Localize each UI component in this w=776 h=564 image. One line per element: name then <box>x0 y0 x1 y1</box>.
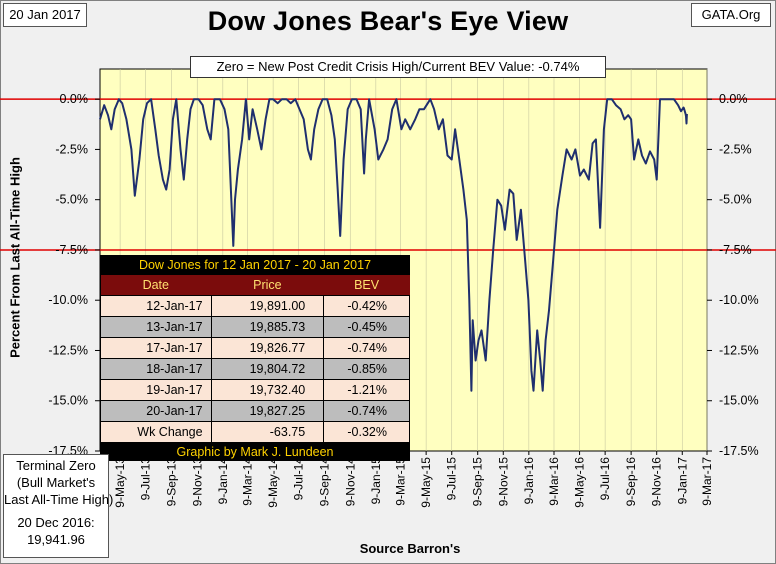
y-tick-label: 0.0% <box>719 92 748 106</box>
table-cell-bev: -1.21% <box>323 379 410 401</box>
table-cell-price: 19,826.77 <box>210 337 325 359</box>
x-tick-label: 9-Sep-13 <box>165 457 179 507</box>
table-row: 19-Jan-17 19,732.40 -1.21% <box>100 379 410 401</box>
x-tick-label: 9-Jan-16 <box>522 457 536 505</box>
x-tick-label: 9-Sep-15 <box>471 457 485 507</box>
x-tick-label: 9-Mar-15 <box>394 457 408 506</box>
table-cell-price: 19,732.40 <box>210 379 325 401</box>
y-tick-label: -15.0% <box>719 394 759 408</box>
y-tick-label: -5.0% <box>719 193 752 207</box>
table-cell-bev: -0.74% <box>323 337 410 359</box>
y-tick-label: -17.5% <box>719 444 759 458</box>
table-row: 17-Jan-17 19,826.77 -0.74% <box>100 337 410 359</box>
source-label: GATA.Org <box>691 3 771 27</box>
y-tick-label: -10.0% <box>719 293 759 307</box>
table-row: 13-Jan-17 19,885.73 -0.45% <box>100 316 410 338</box>
x-tick-label: 9-May-16 <box>573 457 587 508</box>
date-label: 20 Jan 2017 <box>3 3 87 27</box>
table-cell-price: 19,804.72 <box>210 358 325 380</box>
terminal-zero-line: 20 Dec 2016: <box>17 515 95 530</box>
y-axis-right: 0.0% -2.5% -5.0% -7.5% -10.0% -12.5% -15.0% -17… <box>707 92 759 458</box>
table-header-bev: BEV <box>323 275 410 296</box>
table-row: 12-Jan-17 19,891.00 -0.42% <box>100 295 410 317</box>
table-row-wk-change: Wk Change -63.75 -0.32% <box>100 421 410 443</box>
terminal-zero-box: Terminal Zero (Bull Market's Last All-Ti… <box>3 454 114 558</box>
x-tick-label: 9-Nov-15 <box>496 457 510 507</box>
table-cell-date: 18-Jan-17 <box>100 358 212 380</box>
x-tick-label: 9-Sep-16 <box>624 457 638 507</box>
y-tick-label: -10.0% <box>48 293 88 307</box>
table-cell-bev: -0.32% <box>323 421 410 443</box>
table-header-date: Date <box>100 275 212 296</box>
reference-lines <box>0 98 776 251</box>
x-tick-label: 9-Jul-13 <box>139 457 153 501</box>
x-tick-label: 9-Sep-14 <box>318 457 332 507</box>
y-tick-label: -7.5% <box>55 243 88 257</box>
table-cell-date: 12-Jan-17 <box>100 295 212 317</box>
y-tick-label: 0.0% <box>60 92 89 106</box>
x-tick-label: 9-Jul-15 <box>445 457 459 501</box>
y-tick-label: -2.5% <box>719 142 752 156</box>
terminal-zero-line: (Bull Market's <box>16 475 96 490</box>
table-cell-price: -63.75 <box>210 421 325 443</box>
table-cell-date: 20-Jan-17 <box>100 400 212 422</box>
x-tick-label: 9-Nov-14 <box>343 457 357 507</box>
x-tick-label: 9-Jul-14 <box>292 457 306 501</box>
y-tick-label: -5.0% <box>55 193 88 207</box>
x-tick-label: 9-Jan-14 <box>216 457 230 505</box>
table-cell-date: Wk Change <box>100 421 212 443</box>
y-tick-label: -7.5% <box>719 243 752 257</box>
x-tick-label: 9-May-14 <box>266 457 280 508</box>
terminal-zero-line: Last All-Time High) <box>4 492 114 507</box>
table-cell-price: 19,891.00 <box>210 295 325 317</box>
x-tick-label: 9-Nov-13 <box>190 457 204 507</box>
table-cell-price: 19,827.25 <box>210 400 325 422</box>
terminal-zero-line: Terminal Zero <box>16 458 96 473</box>
y-tick-label: -15.0% <box>48 394 88 408</box>
chart-title: Dow Jones Bear's Eye View <box>207 6 569 36</box>
x-tick-label: 9-Mar-17 <box>700 457 714 506</box>
y-tick-label: -12.5% <box>719 343 759 357</box>
x-axis: 9-May-13 9-Jul-13 9-Sep-13 9-Nov-13 9-Jan-14… <box>113 451 714 508</box>
table-cell-date: 19-Jan-17 <box>100 379 212 401</box>
table-cell-bev: -0.85% <box>323 358 410 380</box>
x-tick-label: 9-Jul-16 <box>598 457 612 501</box>
x-axis-label: Source Barron's <box>359 541 461 556</box>
y-axis-left: 0.0%-2.5%-5.0%-7.5%-10.0%-12.5%-15.0%-17… <box>48 92 100 458</box>
x-tick-label: 9-May-13 <box>113 457 127 508</box>
series-layer <box>99 98 688 392</box>
table-credit: Graphic by Mark J. Lundeen <box>100 442 410 461</box>
table-cell-bev: -0.42% <box>323 295 410 317</box>
table-cell-price: 19,885.73 <box>210 316 325 338</box>
y-axis-label: Percent From Last All-Time High <box>7 157 23 358</box>
chart-subtitle: Zero = New Post Credit Crisis High/Curre… <box>190 56 606 78</box>
x-tick-label: 9-May-15 <box>419 457 433 508</box>
table-cell-date: 17-Jan-17 <box>100 337 212 359</box>
x-tick-label: 9-Nov-16 <box>650 457 664 507</box>
y-tick-label: -12.5% <box>48 343 88 357</box>
series-line <box>99 98 688 392</box>
x-tick-label: 9-Mar-16 <box>547 457 561 506</box>
x-tick-label: 9-Jan-17 <box>675 457 689 505</box>
y-tick-label: -2.5% <box>55 142 88 156</box>
table-row: 20-Jan-17 19,827.25 -0.74% <box>100 400 410 422</box>
price-table: Dow Jones for 12 Jan 2017 - 20 Jan 2017 … <box>100 255 410 461</box>
x-tick-label: 9-Jan-15 <box>369 457 383 505</box>
table-cell-bev: -0.45% <box>323 316 410 338</box>
table-row: 18-Jan-17 19,804.72 -0.85% <box>100 358 410 380</box>
table-cell-bev: -0.74% <box>323 400 410 422</box>
x-tick-label: 9-Mar-14 <box>241 457 255 506</box>
table-header-price: Price <box>211 275 324 296</box>
table-title: Dow Jones for 12 Jan 2017 - 20 Jan 2017 <box>138 258 372 272</box>
table-cell-date: 13-Jan-17 <box>100 316 212 338</box>
terminal-zero-line: 19,941.96 <box>27 532 85 547</box>
